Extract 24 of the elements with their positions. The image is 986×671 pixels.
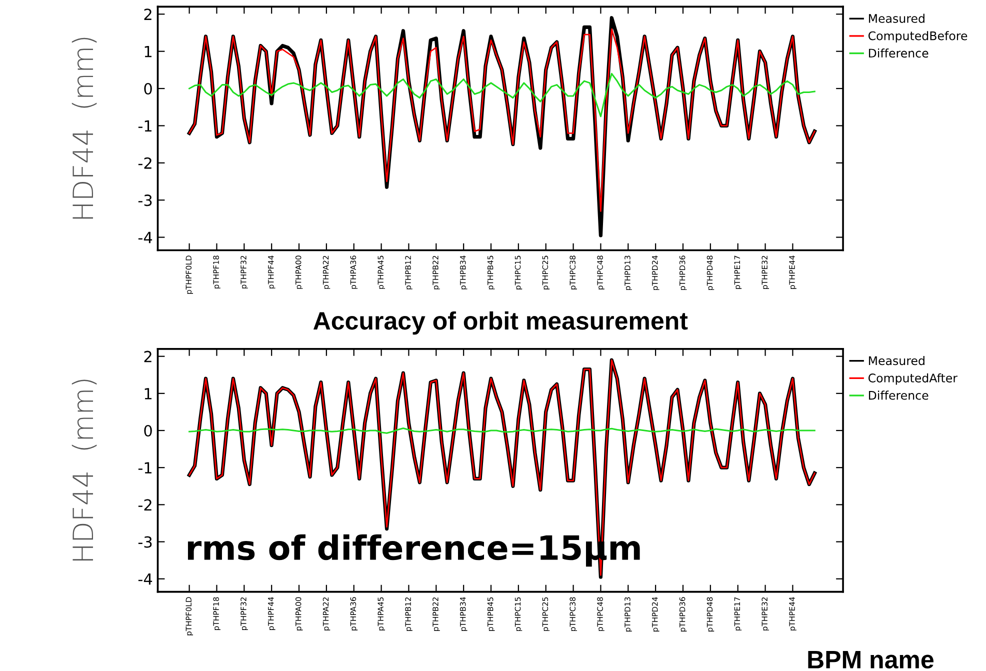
y-tick-label: 1: [144, 46, 152, 58]
y-tick-label: -2: [138, 157, 152, 169]
y-tick-label: 0: [144, 82, 152, 95]
y-tick-label: -1: [138, 462, 152, 474]
legend-label: ComputedAfter: [868, 373, 958, 385]
x-axis-title: BPM name: [808, 651, 934, 668]
y-tick-label: -4: [138, 574, 152, 585]
y-tick-label: -3: [138, 194, 152, 206]
chart-title: Accuracy of orbit measurement: [313, 311, 688, 335]
legend-label: Difference: [868, 48, 928, 58]
legend-label: Measured: [868, 356, 924, 366]
y-axis-title: HDF44 (mm): [72, 380, 97, 561]
y-tick-label: 2: [144, 8, 152, 20]
y-tick-label: -2: [138, 499, 152, 510]
y-tick-label: -4: [138, 232, 152, 244]
legend-label: ComputedBefore: [868, 31, 968, 43]
y-tick-label: 1: [144, 388, 152, 400]
y-axis-title: HDF44 (mm): [72, 38, 97, 219]
y-tick-label: 0: [144, 424, 152, 437]
y-tick-label: -1: [138, 120, 152, 132]
y-tick-label: -3: [138, 536, 152, 548]
legend-label: Measured: [868, 14, 924, 23]
y-tick-label: 2: [144, 350, 152, 362]
legend-label: Difference: [868, 390, 928, 400]
